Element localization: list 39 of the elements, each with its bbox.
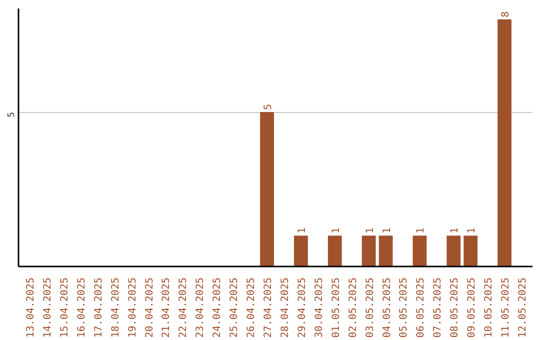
- x-tick-label: 08.05.2025: [450, 277, 461, 338]
- x-tick-label: 13.04.2025: [26, 277, 37, 338]
- x-tick-label: 27.04.2025: [263, 277, 274, 338]
- x-tick-label: 03.05.2025: [364, 277, 376, 338]
- x-tick-label: 19.04.2025: [127, 277, 138, 338]
- x-tick-label: 11.05.2025: [500, 277, 512, 338]
- x-tick-label: 18.04.2025: [110, 277, 122, 338]
- data-label: 1: [364, 228, 376, 234]
- x-tick-label: 02.05.2025: [348, 277, 359, 338]
- x-tick-label: 04.05.2025: [382, 277, 393, 338]
- x-tick-label: 15.04.2025: [59, 277, 70, 338]
- x-tick-label: 25.04.2025: [229, 277, 240, 338]
- x-tick-label: 05.05.2025: [398, 277, 410, 338]
- data-label: 1: [296, 228, 308, 234]
- x-tick-label: 24.04.2025: [212, 277, 224, 338]
- x-tick-label: 30.04.2025: [314, 277, 325, 338]
- x-tick-label: 29.04.2025: [296, 277, 308, 338]
- data-label: 1: [416, 228, 427, 234]
- x-tick-label: 14.04.2025: [42, 277, 54, 338]
- data-label: 1: [466, 228, 478, 234]
- x-tick-label: 22.04.2025: [178, 277, 190, 338]
- x-tick-label: 28.04.2025: [280, 277, 291, 338]
- data-label: 8: [500, 11, 512, 18]
- data-label: 5: [263, 104, 274, 110]
- x-tick-label: 07.05.2025: [432, 277, 444, 338]
- x-tick-label: 26.04.2025: [246, 277, 258, 338]
- data-label: 1: [330, 228, 342, 234]
- data-label: 1: [382, 228, 393, 234]
- x-tick-label: 17.04.2025: [93, 277, 104, 338]
- x-tick-label: 09.05.2025: [466, 277, 478, 338]
- x-tick-label: 10.05.2025: [484, 277, 495, 338]
- x-tick-label: 12.05.2025: [517, 277, 528, 338]
- x-tick-label: 01.05.2025: [330, 277, 342, 338]
- x-tick-label: 16.04.2025: [76, 277, 88, 338]
- data-label: 1: [450, 228, 461, 234]
- x-tick-label: 20.04.2025: [144, 277, 156, 338]
- x-tick-label: 06.05.2025: [416, 277, 427, 338]
- x-tick-label: 21.04.2025: [161, 277, 172, 338]
- x-tick-label: 23.04.2025: [195, 277, 206, 338]
